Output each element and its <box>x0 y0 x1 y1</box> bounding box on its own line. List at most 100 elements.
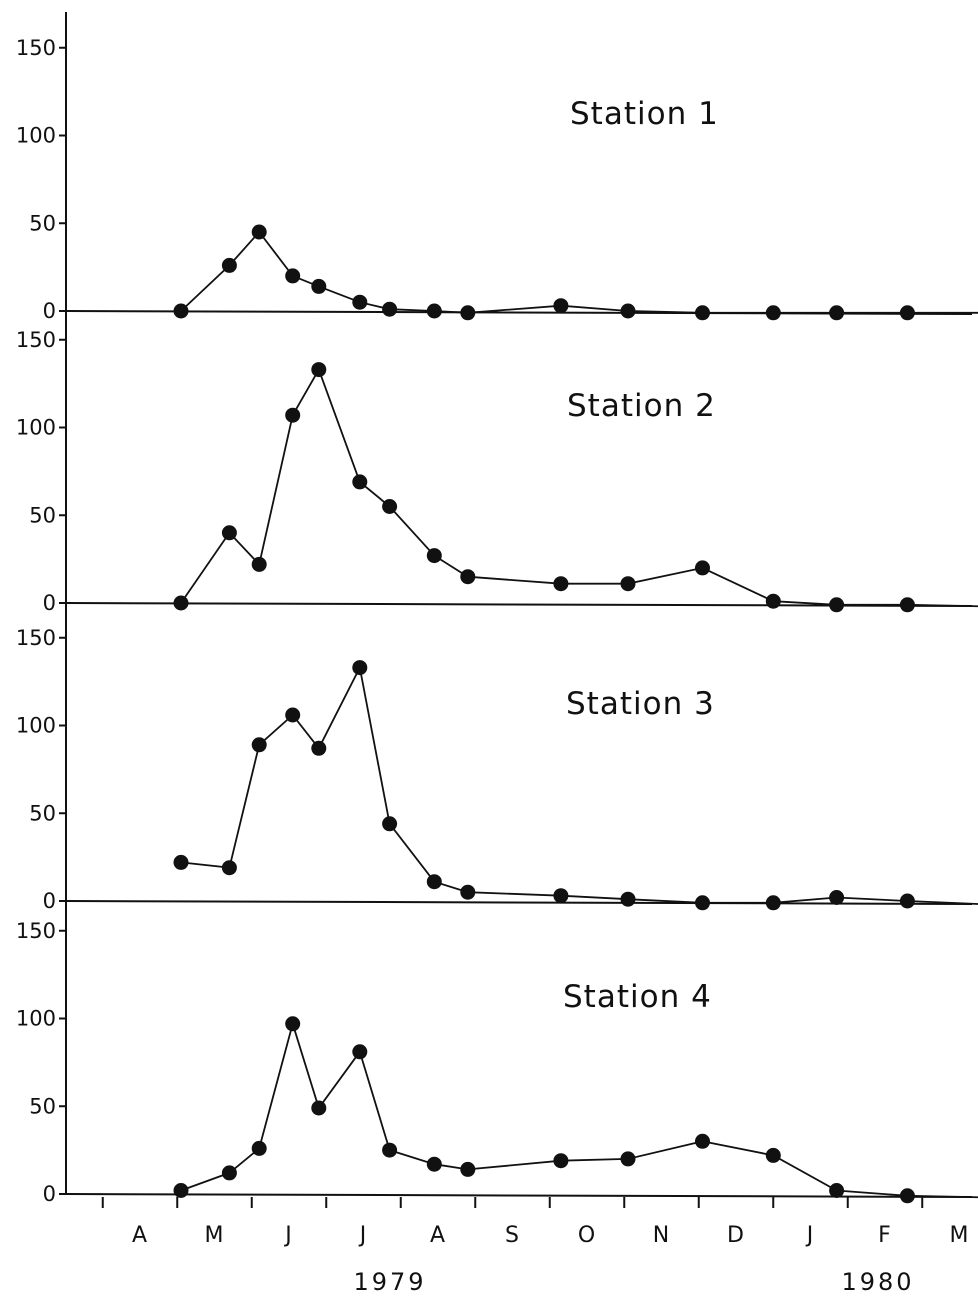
month-label: J <box>805 1223 815 1248</box>
data-point <box>460 1161 476 1177</box>
data-point <box>352 660 368 676</box>
month-label: S <box>505 1223 520 1248</box>
data-point <box>221 860 237 876</box>
data-point <box>382 816 398 832</box>
data-point <box>460 569 476 585</box>
data-point <box>426 874 442 890</box>
data-point <box>221 525 237 541</box>
data-point <box>311 1100 327 1116</box>
data-point <box>765 1147 781 1163</box>
data-point <box>173 1183 189 1198</box>
data-point <box>221 1165 237 1181</box>
data-point <box>251 224 267 240</box>
data-point <box>765 593 781 609</box>
baseline <box>65 602 973 607</box>
data-point <box>899 597 915 613</box>
y-tick-label: 0 <box>43 299 56 323</box>
data-point <box>553 298 569 314</box>
y-tick-label: 50 <box>29 801 56 825</box>
y-tick-label: 0 <box>43 889 56 913</box>
series-line <box>180 664 978 905</box>
x-axis: A M J J A S O N D J F M 1979 1980 <box>101 1197 970 1296</box>
y-tick-label: 0 <box>43 1182 56 1206</box>
panel-station-2: 0 50 100 150 Station 2 <box>16 328 978 615</box>
panel-station-4: 0 50 100 150 Station 4 <box>16 919 978 1206</box>
data-point <box>426 548 442 564</box>
panel-label: Station 1 <box>570 96 719 132</box>
y-tick-label: 100 <box>16 1007 56 1031</box>
y-tick-label: 50 <box>29 211 56 235</box>
month-label: O <box>578 1223 596 1248</box>
panel-station-1: 0 50 100 150 Station 1 <box>16 36 978 323</box>
data-point <box>251 1140 267 1156</box>
year-label: 1979 <box>353 1268 426 1296</box>
year-label: 1980 <box>841 1268 914 1296</box>
data-point <box>620 891 636 907</box>
panel-label: Station 4 <box>563 979 712 1015</box>
data-point <box>382 499 398 514</box>
data-point <box>695 1133 710 1149</box>
baseline <box>65 900 973 905</box>
series-line <box>180 1020 978 1199</box>
data-point <box>899 305 915 321</box>
data-point <box>173 303 189 319</box>
baseline <box>65 1193 973 1198</box>
data-point <box>899 893 915 909</box>
data-point <box>460 884 476 900</box>
data-point <box>695 305 710 321</box>
panel-label: Station 3 <box>566 686 715 722</box>
data-point <box>553 576 569 592</box>
y-tick-label: 150 <box>16 626 56 650</box>
data-point <box>382 1142 398 1158</box>
data-point <box>765 895 781 911</box>
data-point <box>352 474 368 490</box>
month-label: J <box>283 1223 293 1248</box>
month-label: A <box>132 1223 148 1248</box>
data-point <box>899 1188 915 1204</box>
month-label: N <box>653 1223 670 1248</box>
panel-station-3: 0 50 100 150 Station 3 <box>16 626 978 913</box>
month-label: J <box>358 1223 368 1248</box>
y-tick-label: 0 <box>43 591 56 615</box>
month-label: D <box>727 1223 745 1248</box>
y-tick-label: 100 <box>16 124 56 148</box>
data-point <box>829 597 845 613</box>
data-point <box>460 305 476 321</box>
data-point <box>553 888 569 904</box>
data-point <box>173 854 189 870</box>
data-point <box>311 362 327 378</box>
month-label: M <box>950 1223 970 1248</box>
data-point <box>285 1016 301 1032</box>
data-point <box>352 1044 368 1060</box>
data-point <box>221 257 237 273</box>
y-tick-label: 100 <box>16 714 56 738</box>
data-point <box>173 595 189 611</box>
data-point <box>251 556 267 572</box>
data-point <box>553 1153 569 1169</box>
y-tick-label: 50 <box>29 503 56 527</box>
y-tick-label: 50 <box>29 1094 56 1118</box>
data-point <box>251 737 267 753</box>
data-point <box>765 305 781 321</box>
month-label: M <box>205 1223 225 1248</box>
data-point <box>285 268 301 284</box>
month-label: F <box>878 1223 892 1248</box>
data-point <box>311 740 327 756</box>
panels: 0 50 100 150 Station 1 0 50 100 150 Station 2 0 50 1… <box>16 12 978 1206</box>
data-point <box>829 305 845 321</box>
y-tick-label: 150 <box>16 328 56 352</box>
data-point <box>382 301 398 317</box>
data-point <box>620 1151 636 1167</box>
month-label: A <box>430 1223 446 1248</box>
data-point <box>426 1156 442 1172</box>
y-tick-label: 100 <box>16 416 56 440</box>
series-line <box>180 230 978 314</box>
data-point <box>311 278 327 294</box>
data-point <box>695 560 710 576</box>
data-point <box>695 895 710 911</box>
data-point <box>285 407 301 423</box>
panel-label: Station 2 <box>567 388 716 424</box>
data-point <box>352 294 368 310</box>
data-point <box>829 890 845 905</box>
